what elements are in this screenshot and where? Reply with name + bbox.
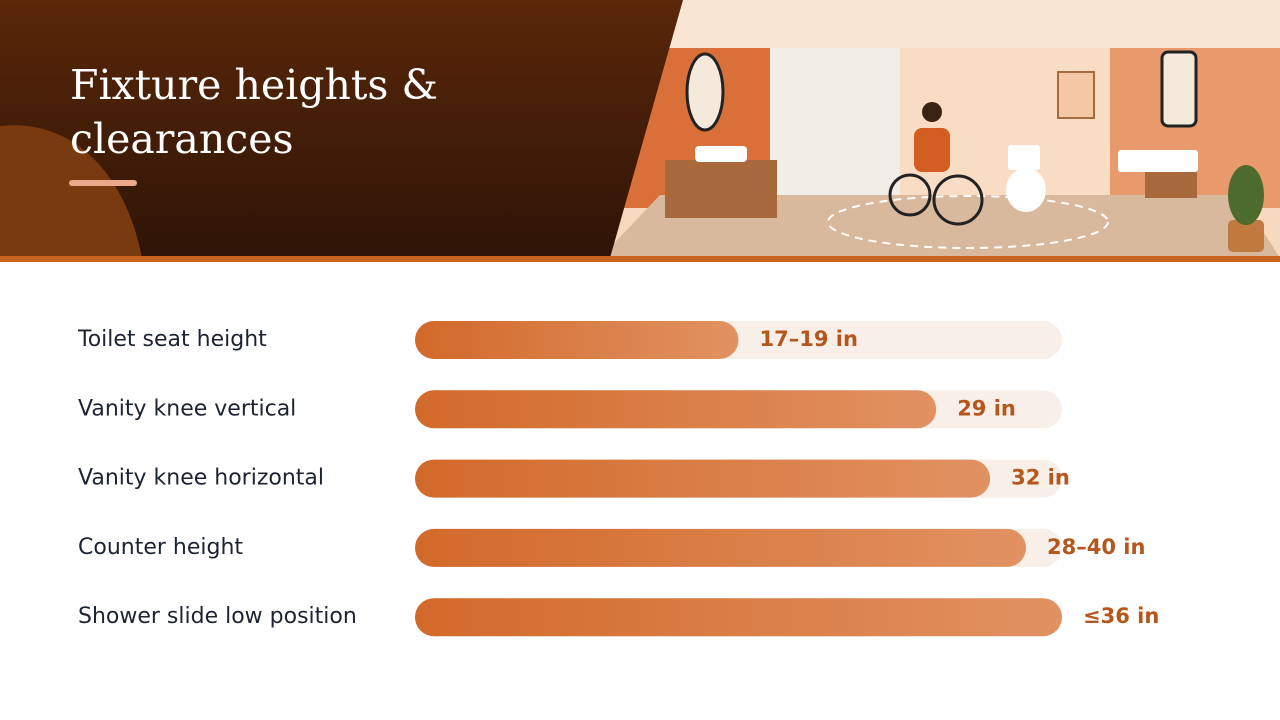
category-label: Counter height: [78, 535, 243, 560]
header-panel: [0, 0, 683, 258]
category-label: Vanity knee vertical: [78, 396, 296, 421]
value-label: 17–19 in: [760, 327, 858, 351]
bar: [415, 321, 739, 359]
chart: Toilet seat height 17–19 in Vanity knee ve…: [77, 321, 1159, 637]
header-rule: [0, 256, 1280, 262]
value-label: ≤36 in: [1083, 604, 1159, 628]
bar: [415, 390, 937, 429]
category-label: Vanity knee horizontal: [78, 466, 324, 491]
value-label: 28–40 in: [1047, 535, 1145, 559]
value-label: 29 in: [957, 396, 1016, 420]
bar: [415, 459, 991, 498]
header-accent: [0, 125, 142, 258]
title-underline: [69, 180, 137, 186]
header: [0, 0, 1280, 262]
value-label: 32 in: [1011, 466, 1070, 490]
bar: [415, 528, 1027, 567]
category-label: Shower slide low position: [78, 604, 357, 629]
bar: [415, 598, 1062, 637]
category-label: Toilet seat height: [77, 327, 267, 352]
bathroom-illustration: [600, 0, 1280, 258]
slide-title: Fixture heights & clearances: [70, 61, 438, 163]
